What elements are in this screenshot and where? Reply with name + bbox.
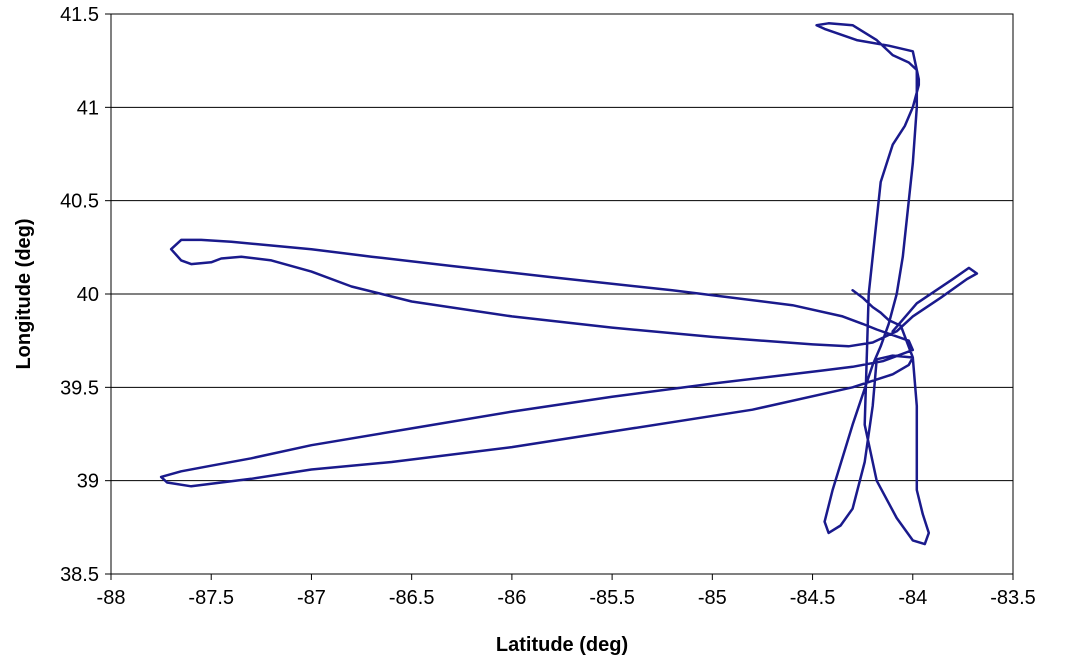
series-group [159, 22, 979, 546]
x-tick-label-2: -87 [297, 587, 326, 609]
y-tick-label-5: 41 [77, 97, 99, 119]
y-tick-label-1: 39 [77, 471, 99, 493]
x-tick-label-9: -83.5 [990, 587, 1036, 609]
x-tick-label-4: -86 [497, 587, 526, 609]
x-tick-label-8: -84 [898, 587, 927, 609]
y-tick-label-0: 38.5 [60, 564, 99, 586]
y-tick-label-6: 41.5 [60, 4, 99, 26]
y-tick-label-3: 40 [77, 284, 99, 306]
x-tick-label-5: -85.5 [589, 587, 635, 609]
x-tick-label-3: -86.5 [389, 587, 435, 609]
x-tick-label-6: -85 [698, 587, 727, 609]
y-axis-ticks: 38.5 39 39.5 40 40.5 41 41.5 [60, 4, 111, 586]
x-axis-title: Latitude (deg) [496, 634, 628, 656]
x-tick-label-0: -88 [97, 587, 126, 609]
series-line-0 [159, 22, 979, 546]
x-axis-ticks: -88 -87.5 -87 -86.5 -86 -85.5 -85 -84.5 -84 -83.5 [97, 574, 1036, 609]
y-axis-title: Longitude (deg) [13, 218, 35, 369]
y-tick-label-4: 40.5 [60, 191, 99, 213]
y-tick-label-2: 39.5 [60, 377, 99, 399]
x-tick-label-7: -84.5 [790, 587, 836, 609]
x-tick-label-1: -87.5 [188, 587, 234, 609]
gridlines [111, 106, 1013, 482]
